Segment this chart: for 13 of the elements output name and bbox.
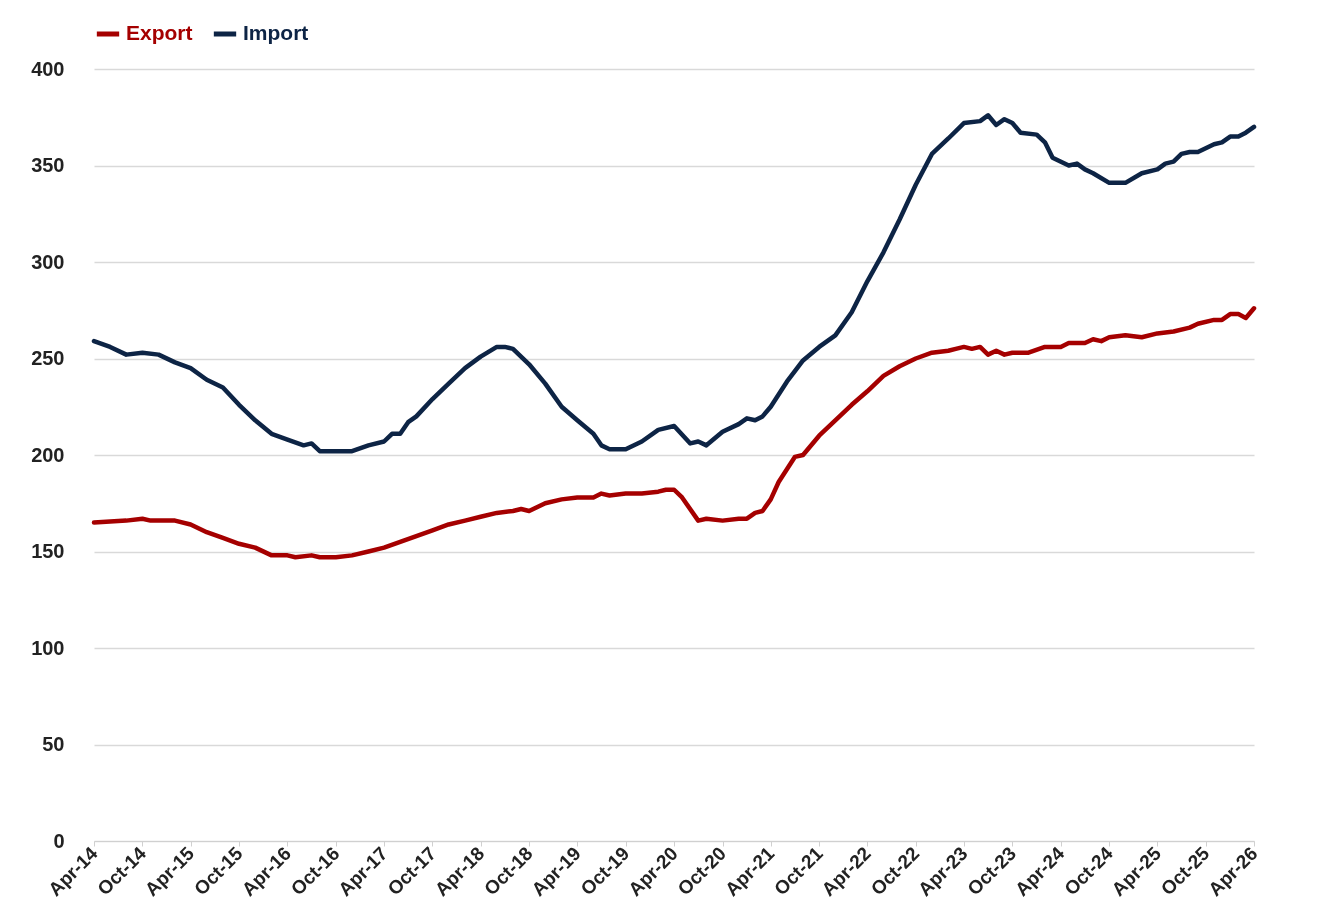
y-tick-label: 150: [31, 540, 65, 562]
legend-label: Import: [243, 21, 309, 44]
y-tick-label: 350: [31, 154, 65, 176]
line-series: [91, 113, 1257, 454]
line-series: [91, 306, 1257, 560]
y-tick-label: 200: [31, 443, 65, 466]
y-tick-label: 50: [42, 733, 65, 755]
y-tick-label: 250: [31, 347, 65, 369]
y-tick-label: 0: [53, 829, 65, 852]
legend-label: Export: [126, 21, 193, 44]
y-tick-label: 400: [31, 57, 65, 80]
y-tick-label: 300: [31, 250, 65, 273]
y-tick-label: 100: [31, 636, 65, 659]
